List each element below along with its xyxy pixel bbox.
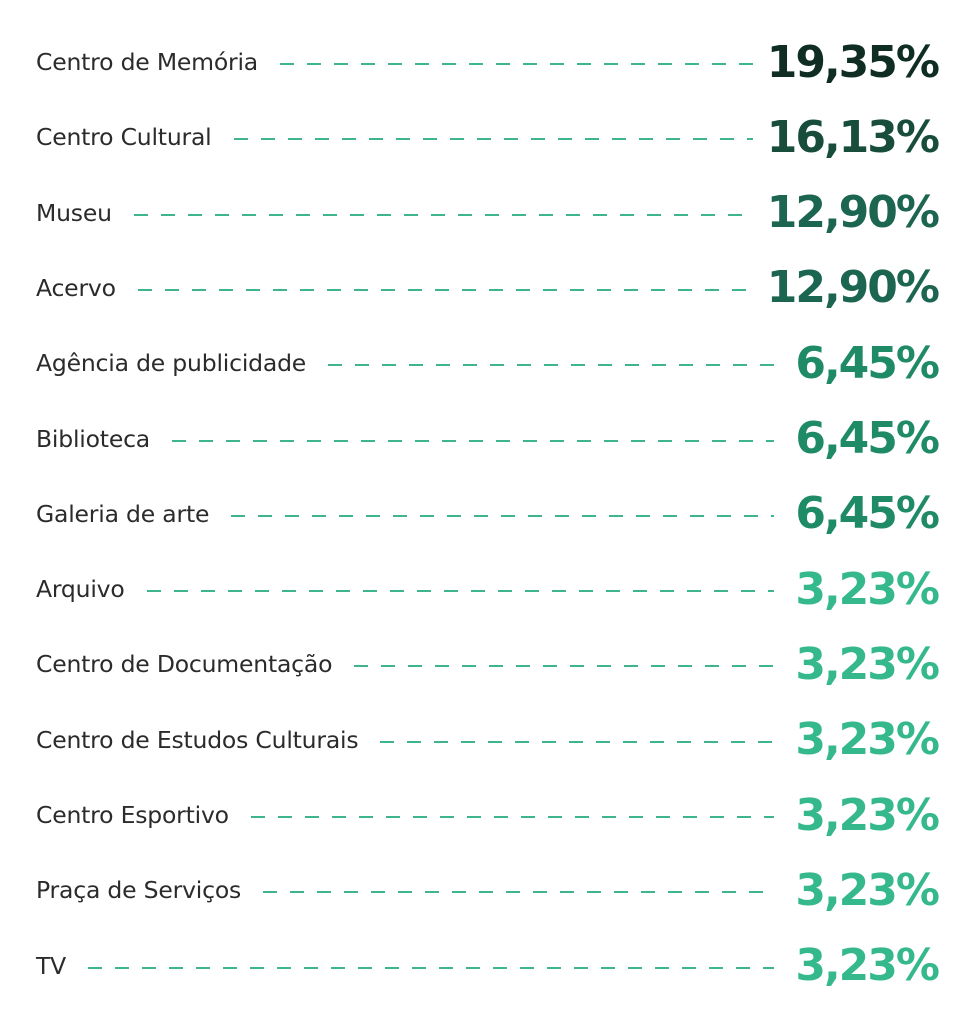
dashed-leader-line xyxy=(133,213,753,216)
category-label: TV xyxy=(36,951,67,980)
list-item: Acervo 12,90% xyxy=(36,258,940,318)
list-item: Centro Cultural 16,13% xyxy=(36,107,940,167)
list-item: Centro de Estudos Culturais 3,23% xyxy=(36,710,940,770)
percentage-value: 12,90% xyxy=(766,262,940,314)
dashed-leader-line xyxy=(88,966,774,969)
category-label: Arquivo xyxy=(36,575,125,604)
percentage-value: 12,90% xyxy=(766,187,940,239)
category-label: Centro Esportivo xyxy=(36,801,229,829)
dashed-leader-line xyxy=(233,138,753,141)
dashed-leader-line xyxy=(137,288,753,291)
list-item: Galeria de arte 6,45% xyxy=(36,484,940,544)
list-item: Praça de Serviços 3,23% xyxy=(36,860,940,920)
percentage-value: 6,45% xyxy=(795,488,940,540)
percentage-value: 19,35% xyxy=(766,36,940,88)
list-item: Agência de publicidade 6,45% xyxy=(36,333,940,393)
category-label: Biblioteca xyxy=(36,424,150,453)
dashed-leader-line xyxy=(172,439,774,442)
category-label: Praça de Serviços xyxy=(36,876,242,905)
percentage-value: 16,13% xyxy=(766,111,940,163)
percentage-value: 3,23% xyxy=(795,864,940,916)
dashed-leader-line xyxy=(280,63,753,65)
category-label: Acervo xyxy=(36,273,116,302)
percentage-value: 3,23% xyxy=(795,789,940,841)
list-item: Biblioteca 6,45% xyxy=(36,409,940,469)
category-label: Centro de Memória xyxy=(36,48,259,76)
category-label: Centro de Estudos Culturais xyxy=(36,725,359,754)
category-label: Agência de publicidade xyxy=(36,349,307,378)
list-item: Centro Esportivo 3,23% xyxy=(36,785,940,845)
list-item: Centro de Memória 19,35% xyxy=(36,32,940,92)
list-item: Arquivo 3,23% xyxy=(36,559,940,619)
percentage-value: 3,23% xyxy=(795,940,940,992)
percentage-value: 3,23% xyxy=(795,638,940,690)
category-label: Centro Cultural xyxy=(36,123,212,152)
percentage-value: 3,23% xyxy=(795,563,940,615)
list-item: Centro de Documentação 3,23% xyxy=(36,634,940,694)
percentage-value: 6,45% xyxy=(795,413,940,464)
percentage-value: 6,45% xyxy=(795,337,940,389)
dashed-leader-line xyxy=(263,891,774,894)
list-item: TV 3,23% xyxy=(36,936,940,996)
category-label: Galeria de arte xyxy=(36,499,210,528)
dashed-leader-line xyxy=(380,740,774,743)
dashed-leader-line xyxy=(250,816,774,818)
category-label: Centro de Documentação xyxy=(36,650,333,679)
percentage-value: 3,23% xyxy=(795,714,940,766)
list-item: Museu 12,90% xyxy=(36,183,940,243)
dashed-leader-line xyxy=(328,364,774,367)
dashed-leader-line xyxy=(354,665,774,668)
dashed-leader-line xyxy=(231,514,774,517)
dashed-leader-line xyxy=(146,590,774,593)
category-label: Museu xyxy=(36,198,112,227)
